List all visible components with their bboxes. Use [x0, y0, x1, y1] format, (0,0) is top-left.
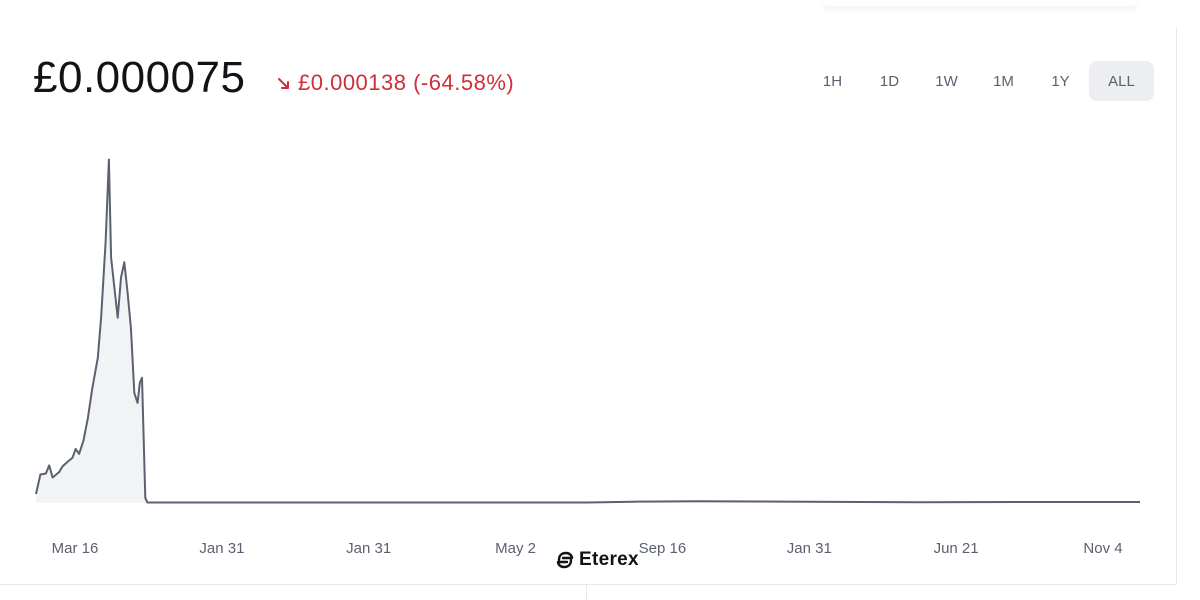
x-tick-label: Jan 31	[199, 540, 244, 557]
time-range-selector: 1H 1D 1W 1M 1Y ALL	[804, 61, 1154, 101]
range-1w-button[interactable]: 1W	[935, 72, 958, 90]
range-all-button[interactable]: ALL	[1089, 61, 1154, 101]
range-1m-button[interactable]: 1M	[993, 72, 1014, 90]
x-tick-label: Mar 16	[52, 540, 99, 557]
series-area-fill	[36, 159, 1140, 503]
range-1h-button[interactable]: 1H	[822, 72, 843, 90]
bottom-divider	[586, 585, 587, 600]
card-bottom-border	[0, 584, 1176, 585]
range-1d-button[interactable]: 1D	[879, 72, 900, 90]
eterex-logo-icon	[556, 551, 574, 569]
brand-name: Eterex	[579, 549, 639, 570]
x-tick-label: Sep 16	[639, 540, 687, 557]
current-price: £0.000075	[33, 53, 246, 102]
x-tick-label: Jun 21	[934, 540, 979, 557]
price-change-value: £0.000138 (-64.58%)	[298, 70, 515, 95]
x-tick-label: Jan 31	[787, 540, 832, 557]
series-line	[35, 158, 1140, 504]
price-chart-card	[0, 28, 1177, 584]
price-change: £0.000138 (-64.58%)	[276, 68, 514, 98]
arrow-down-right-icon	[278, 78, 289, 89]
x-tick-label: Jan 31	[346, 540, 391, 557]
x-tick-label: May 2	[495, 540, 536, 557]
brand-watermark: Eterex	[555, 549, 639, 571]
x-tick-label: Nov 4	[1083, 540, 1122, 557]
range-1y-button[interactable]: 1Y	[1051, 72, 1070, 90]
